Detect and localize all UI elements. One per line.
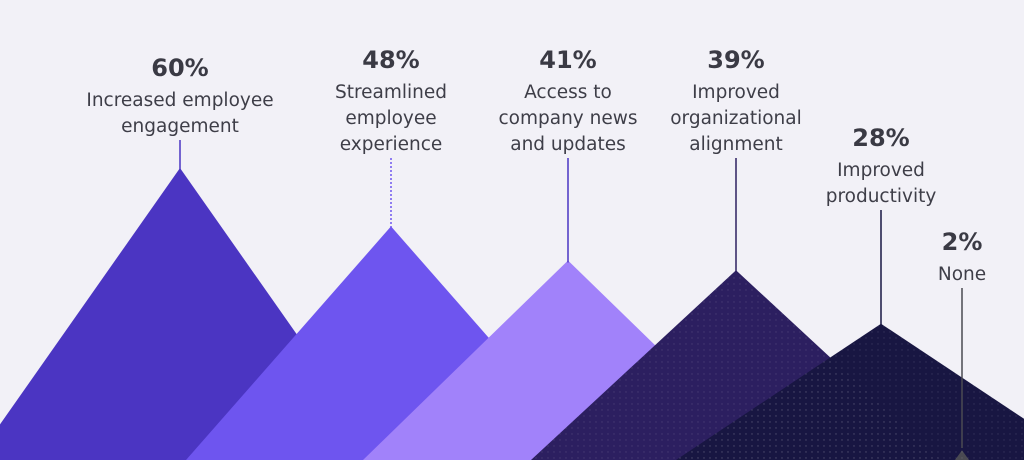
value-label-3: 41% — [539, 46, 596, 74]
category-label-1-line-1: Increased employee — [86, 90, 273, 111]
category-label-2-line-2: employee — [345, 108, 436, 129]
category-label-4-line-3: alignment — [689, 134, 782, 155]
value-label-4: 39% — [707, 46, 764, 74]
value-label-1: 60% — [151, 54, 208, 82]
value-label-5: 28% — [852, 124, 909, 152]
category-label-5-line-1: Improved — [837, 160, 925, 181]
category-label-4-line-1: Improved — [692, 82, 780, 103]
triangle-texture-5 — [676, 323, 1024, 460]
category-label-5-line-2: productivity — [826, 186, 937, 207]
category-label-3-line-2: company news — [498, 108, 637, 129]
category-label-3-line-1: Access to — [524, 82, 612, 103]
category-label-2-line-3: experience — [340, 134, 443, 155]
category-label-2-line-1: Streamlined — [335, 82, 447, 103]
value-label-6: 2% — [942, 228, 983, 256]
category-label-6-line-1: None — [938, 264, 986, 285]
category-label-1-line-2: engagement — [121, 116, 239, 137]
category-label-3-line-3: and updates — [510, 134, 626, 155]
value-label-2: 48% — [362, 46, 419, 74]
category-label-4-line-2: organizational — [670, 108, 802, 129]
